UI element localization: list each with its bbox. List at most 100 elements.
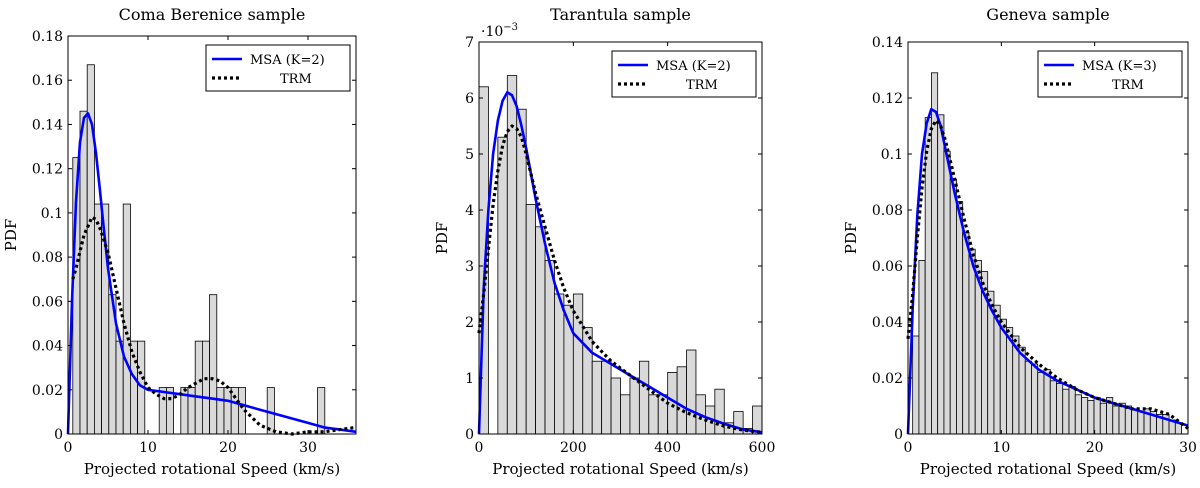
- chart-panel-1: Coma Berenice sample 0 10 20 30 0 0.02 0.04 0.06…: [2, 5, 357, 478]
- histogram-bar: [535, 226, 546, 435]
- histogram-bar: [1068, 385, 1076, 435]
- histogram-bar: [1043, 369, 1051, 435]
- histogram-bar: [648, 394, 659, 435]
- msa-curve: [66, 112, 357, 435]
- histogram-bar: [194, 340, 203, 435]
- plot-frame: [67, 35, 357, 435]
- histogram-bar: [1131, 408, 1139, 435]
- msa-curve: [477, 91, 763, 435]
- chart-title: Geneva sample: [986, 5, 1109, 24]
- histogram-bar: [165, 387, 174, 435]
- histogram-bar: [601, 360, 612, 435]
- histogram-bar: [620, 394, 631, 435]
- trm-curve: [906, 118, 1189, 430]
- y-tick-label: 7: [465, 35, 474, 51]
- x-tick-label: 200: [560, 440, 587, 456]
- y-tick-label: 0.1: [881, 147, 903, 163]
- x-tick-label: 10: [139, 440, 157, 456]
- y-tick-label: 3: [465, 259, 474, 275]
- histogram-bar: [216, 387, 225, 435]
- y-tick-label: 0.06: [32, 294, 63, 310]
- y-tick-label: 0: [894, 427, 903, 443]
- legend-label: MSA (K=2): [250, 53, 325, 68]
- x-tick-label: 0: [64, 440, 73, 456]
- y-tick-label: 2: [465, 315, 474, 331]
- histogram-bar: [1062, 388, 1070, 435]
- histogram-bar: [956, 201, 964, 435]
- y-tick-label: 0.08: [872, 203, 903, 219]
- y-tick-label: 4: [465, 203, 474, 219]
- histogram-bar: [544, 259, 555, 435]
- histogram-bar: [230, 387, 239, 435]
- histogram-bar: [201, 340, 210, 435]
- histogram-bar: [115, 340, 124, 435]
- histogram-bar: [94, 203, 103, 435]
- histogram-bar: [1081, 397, 1089, 435]
- chart-title: Tarantula sample: [550, 5, 691, 24]
- x-tick-label: 30: [1179, 440, 1197, 456]
- y-tick-label: 0.08: [32, 250, 63, 266]
- histogram-bar: [1037, 371, 1045, 435]
- legend-box: [205, 44, 351, 92]
- histogram-bar: [1112, 405, 1120, 435]
- y-exponent-label: ·10−3: [481, 22, 518, 40]
- legend-label: TRM: [686, 78, 718, 93]
- y-tick-label: 0.12: [32, 162, 63, 178]
- chart-panel-3: Geneva sample 0 10 20 30 0 0.02 0.04 0.06 0.08 0.1…: [842, 5, 1197, 478]
- y-tick-label: 0.14: [32, 117, 63, 133]
- legend: MSA (K=2) TRM: [611, 50, 757, 98]
- histogram-bar: [931, 72, 939, 435]
- x-tick-label: 30: [299, 440, 317, 456]
- y-axis-label: PDF: [433, 222, 451, 255]
- histogram-bar: [516, 108, 527, 435]
- y-tick-label: 0.04: [872, 315, 903, 331]
- x-axis-label: Projected rotational Speed (km/s): [920, 460, 1176, 478]
- trm-curve: [477, 124, 763, 434]
- x-tick-label: 400: [654, 440, 681, 456]
- y-axis-label: PDF: [842, 222, 860, 255]
- y-tick-label: 0.02: [32, 383, 63, 399]
- histogram-bar: [999, 318, 1007, 435]
- histogram-bar: [591, 360, 603, 435]
- x-tick-label: 20: [219, 440, 237, 456]
- histogram-bar: [1024, 360, 1032, 435]
- histogram-bar: [918, 259, 926, 435]
- histogram-bars: [912, 72, 1182, 435]
- histogram-bar: [610, 377, 621, 435]
- y-tick-label: 0.02: [872, 371, 903, 387]
- legend-box: [611, 50, 757, 98]
- histogram-bar: [638, 360, 650, 435]
- histogram-bar: [554, 293, 565, 435]
- histogram-bar: [962, 231, 970, 435]
- histogram-bar: [1031, 363, 1039, 435]
- histogram-bar: [223, 387, 232, 435]
- y-tick-label: 0: [54, 427, 63, 443]
- histogram-bar: [912, 335, 920, 435]
- legend: MSA (K=2) TRM: [205, 44, 351, 92]
- histogram-bar: [968, 248, 976, 435]
- histogram-bar: [1093, 397, 1101, 435]
- histogram-bar: [1099, 402, 1107, 435]
- x-tick-label: 20: [1086, 440, 1104, 456]
- y-tick-label: 0: [465, 427, 474, 443]
- histogram-bar: [629, 377, 640, 435]
- histogram-bar: [525, 203, 537, 435]
- trm-curve: [71, 215, 357, 436]
- legend-label: MSA (K=2): [656, 59, 731, 74]
- x-tick-label: 0: [475, 440, 484, 456]
- legend-label: MSA (K=3): [1082, 59, 1157, 74]
- y-tick-label: 1: [465, 371, 474, 387]
- y-exponent-superscript: −3: [503, 22, 518, 33]
- histogram-bars: [72, 64, 326, 435]
- histogram-bar: [122, 203, 131, 435]
- legend-label: TRM: [280, 72, 312, 87]
- histogram-bar: [1018, 346, 1026, 435]
- y-tick-label: 0.12: [872, 91, 903, 107]
- histogram-bar: [1049, 380, 1057, 435]
- legend: MSA (K=3) TRM: [1037, 50, 1183, 98]
- x-axis-label: Projected rotational Speed (km/s): [84, 460, 340, 478]
- msa-curve: [906, 107, 1189, 435]
- x-tick-label: 10: [992, 440, 1010, 456]
- histogram-bar: [1124, 405, 1132, 435]
